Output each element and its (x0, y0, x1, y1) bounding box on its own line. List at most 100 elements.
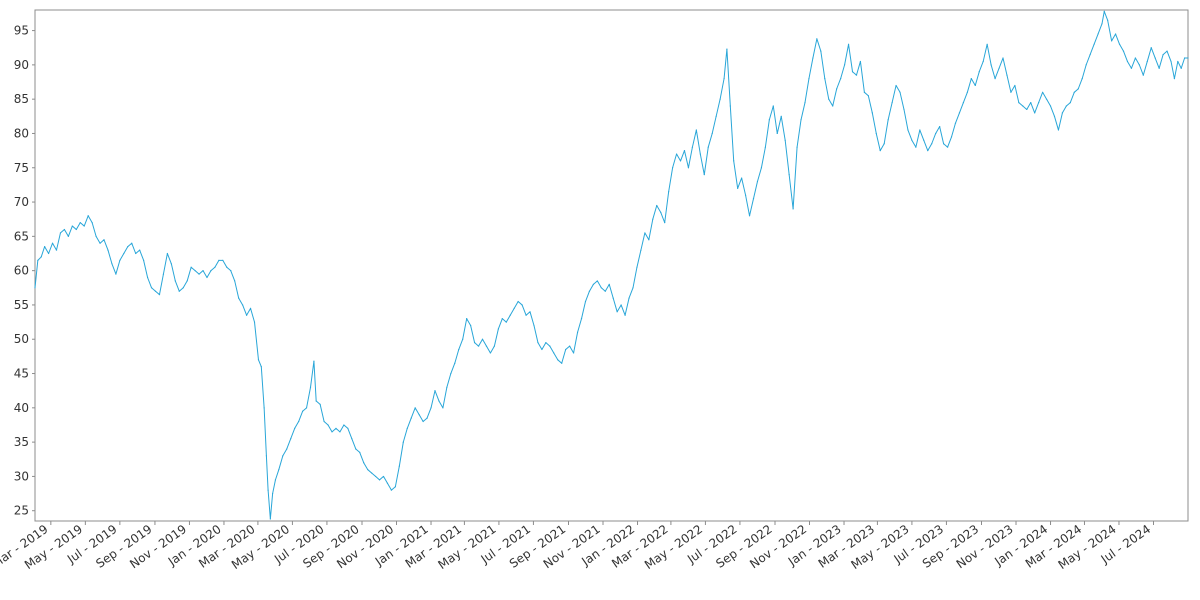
data-point (302, 410, 304, 412)
data-point (446, 386, 448, 388)
data-point (398, 465, 400, 467)
data-point (640, 249, 642, 251)
data-point (1042, 91, 1044, 93)
data-point (67, 235, 69, 237)
data-point (756, 180, 759, 183)
data-point (843, 64, 846, 66)
data-point (1018, 102, 1020, 104)
data-point (146, 276, 149, 279)
data-point (1069, 102, 1071, 104)
data-point (620, 304, 622, 306)
data-point (711, 132, 713, 135)
data-point (1085, 64, 1087, 66)
data-point (683, 150, 686, 152)
data-point (226, 266, 228, 268)
data-point (1187, 57, 1189, 59)
data-point (915, 146, 917, 148)
data-point (274, 479, 277, 481)
y-axis: 25 30 35 40 45 50 55 60 65 70 75 80 85 90 95 (14, 24, 35, 518)
data-point (927, 150, 929, 152)
data-point (265, 455, 267, 457)
data-point (612, 297, 614, 299)
data-point (836, 88, 838, 90)
data-point (760, 167, 763, 169)
data-point (569, 345, 571, 347)
data-point (470, 324, 472, 327)
data-point (1103, 10, 1105, 12)
data-point (533, 324, 535, 327)
data-point (260, 366, 262, 368)
data-point (863, 91, 865, 93)
data-point (703, 174, 705, 176)
data-point (879, 150, 881, 152)
data-point (501, 318, 503, 320)
data-point (83, 225, 85, 227)
data-point (127, 246, 129, 248)
data-point (998, 67, 1000, 69)
data-point (1166, 50, 1168, 52)
y-tick-label: 25 (14, 504, 29, 518)
data-point (1030, 102, 1032, 104)
data-point (466, 318, 468, 320)
data-point (1065, 105, 1067, 107)
data-point (402, 441, 404, 443)
data-point (675, 153, 678, 155)
data-point (485, 345, 488, 347)
data-point (198, 273, 200, 275)
y-tick-label: 95 (14, 24, 29, 38)
data-point (40, 256, 42, 258)
data-point (820, 50, 822, 52)
data-point (87, 215, 89, 217)
data-point (1177, 60, 1179, 63)
data-point (454, 362, 456, 364)
data-point (71, 225, 73, 227)
data-point (1162, 53, 1164, 56)
data-point (218, 259, 220, 261)
data-point (628, 297, 630, 299)
data-point (962, 102, 965, 104)
data-point (1126, 60, 1129, 63)
data-point (143, 259, 145, 261)
data-point (263, 407, 265, 409)
data-point (553, 352, 555, 354)
data-point (406, 427, 408, 429)
data-point (796, 146, 798, 148)
data-point (438, 400, 440, 402)
data-point (450, 372, 452, 375)
data-point (462, 338, 464, 340)
data-point (343, 424, 345, 426)
data-point (222, 259, 224, 261)
data-point (386, 482, 389, 484)
data-point (1118, 43, 1121, 45)
data-point (950, 136, 953, 138)
data-point (182, 287, 184, 289)
data-point (883, 143, 885, 145)
data-point (139, 249, 141, 251)
data-point (37, 259, 39, 261)
data-point (800, 119, 802, 121)
data-point (158, 294, 161, 296)
data-point (788, 174, 790, 176)
data-point (422, 420, 424, 423)
data-point (636, 266, 638, 268)
data-point (624, 314, 626, 316)
data-point (679, 160, 682, 162)
data-point (931, 143, 933, 145)
data-point (525, 314, 527, 316)
data-point (194, 270, 196, 272)
data-point (1010, 91, 1012, 93)
data-point (1053, 115, 1056, 117)
data-point (190, 266, 192, 268)
data-point (664, 222, 666, 224)
data-point (656, 204, 658, 207)
data-point (150, 287, 153, 289)
data-point (748, 215, 751, 217)
data-point (107, 249, 109, 251)
data-point (363, 462, 365, 464)
data-point (1038, 102, 1040, 104)
data-point (458, 348, 460, 351)
data-point (245, 314, 248, 316)
data-point (990, 64, 992, 66)
